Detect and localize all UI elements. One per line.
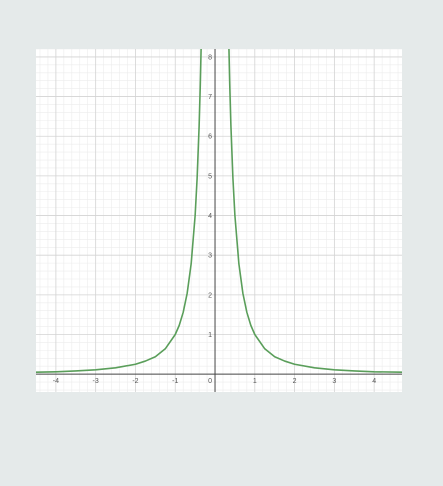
y-tick-label: 2	[208, 292, 212, 299]
x-tick-label: 2	[293, 378, 297, 385]
tick-labels: -4 -3 -2 -1 1 2 3 4 1 2 3 4 5 6 7 8 0	[53, 54, 376, 385]
y-tick-label: 3	[208, 253, 212, 260]
major-grid	[36, 49, 402, 392]
y-tick-label: 7	[208, 94, 212, 101]
y-tick-label: 5	[208, 173, 212, 180]
origin-label: 0	[208, 378, 212, 385]
y-tick-label: 8	[208, 54, 212, 61]
curves	[36, 49, 402, 373]
axes	[36, 49, 402, 392]
x-tick-label: -3	[93, 378, 99, 385]
x-tick-label: 4	[372, 378, 376, 385]
graph-canvas[interactable]: -4 -3 -2 -1 1 2 3 4 1 2 3 4 5 6 7 8 0	[36, 49, 402, 392]
y-tick-label: 1	[208, 332, 212, 339]
x-tick-label: 1	[253, 378, 257, 385]
x-tick-label: -1	[172, 378, 178, 385]
y-tick-label: 6	[208, 134, 212, 141]
x-tick-label: -4	[53, 378, 59, 385]
minor-grid	[36, 49, 402, 392]
function-curve-branch	[228, 49, 402, 373]
function-curve-branch	[36, 49, 202, 373]
y-tick-label: 4	[208, 213, 212, 220]
x-tick-label: 3	[332, 378, 336, 385]
x-tick-label: -2	[132, 378, 138, 385]
graph-plot-area[interactable]: -4 -3 -2 -1 1 2 3 4 1 2 3 4 5 6 7 8 0	[36, 49, 402, 392]
